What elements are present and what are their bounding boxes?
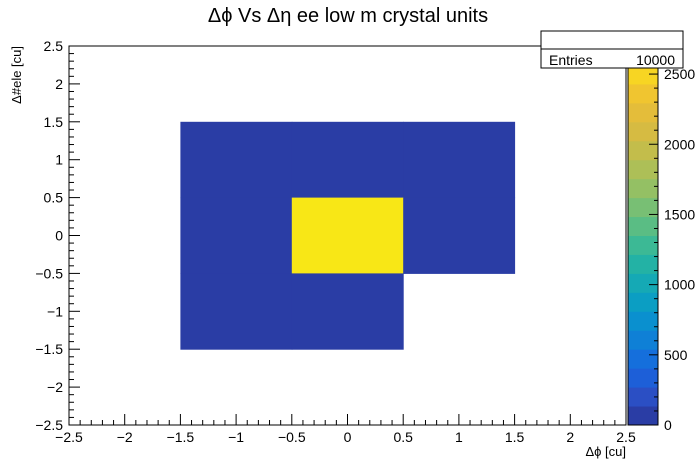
heatmap-cell-3 (180, 197, 293, 274)
color-scale-band (628, 140, 658, 161)
x-tick-label: 0 (344, 429, 352, 445)
x-tick-labels: −2.5 −2 −1.5 −1 −0.5 0 0.5 1 1.5 2 2.5 (55, 429, 636, 445)
y-axis-label: Δ#ele [cu] (9, 46, 24, 104)
color-scale-label: 1500 (664, 206, 695, 222)
y-tick-label: −2 (47, 379, 63, 395)
stats-box: Entries 10000 (540, 30, 684, 69)
color-scale-label: 500 (664, 347, 688, 363)
x-tick-label: 1.5 (505, 429, 525, 445)
y-tick-label: −1.5 (35, 341, 63, 357)
color-scale-label: 0 (664, 417, 672, 433)
y-tick-labels: −2.5 −2 −1.5 −1 −0.5 0 0.5 1 1.5 2 2.5 (35, 38, 63, 433)
x-axis-label: Δϕ [cu] (585, 444, 626, 459)
stats-entries-value: 10000 (636, 52, 675, 68)
heatmap-cell-0 (180, 121, 293, 199)
y-tick-label: 0 (55, 228, 63, 244)
y-tick-label: −2.5 (35, 417, 63, 433)
color-scale-band (628, 235, 658, 255)
heatmap-cell-1 (291, 121, 404, 199)
color-scale-band (628, 102, 658, 123)
color-scale-band (628, 254, 658, 274)
heatmap-cell-2 (403, 121, 516, 199)
y-tick-label: 1 (55, 152, 63, 168)
color-scale-label: 2000 (664, 136, 695, 152)
color-scale-band (628, 197, 658, 218)
x-tick-label: −1 (228, 429, 244, 445)
color-scale-band (628, 387, 658, 407)
heatmap-cell-5 (403, 197, 516, 274)
color-scale-label: 2500 (664, 66, 695, 82)
y-tick-label: 2.5 (44, 38, 64, 54)
color-scale-band (628, 349, 658, 369)
heatmap-cell-7 (291, 273, 404, 350)
color-scale-label: 1000 (664, 277, 695, 293)
y-tick-label: −0.5 (35, 265, 63, 281)
y-tick-label: 0.5 (44, 190, 64, 206)
color-scale-band (628, 178, 658, 199)
heatmap-cells (180, 121, 516, 350)
color-scale-band (628, 121, 658, 142)
x-tick-label: −1.5 (167, 429, 195, 445)
color-scale-band (628, 368, 658, 388)
color-scale-band (628, 83, 658, 104)
color-scale-band (628, 292, 658, 312)
color-scale-band (628, 311, 658, 331)
x-tick-label: −0.5 (278, 429, 306, 445)
color-scale-band (628, 406, 658, 426)
heatmap-cell-6 (180, 273, 293, 350)
x-tick-label: 0.5 (393, 429, 413, 445)
x-tick-label: −2.5 (55, 429, 83, 445)
x-tick-label: 2.5 (616, 429, 636, 445)
color-scale-band (628, 330, 658, 350)
x-tick-label: 1 (455, 429, 463, 445)
y-tick-label: 1.5 (44, 114, 64, 130)
color-scale-labels: 0 500 1000 1500 2000 2500 (664, 66, 695, 433)
chart-title: Δϕ Vs Δη ee low m crystal units (208, 5, 488, 27)
x-tick-label: −2 (117, 429, 133, 445)
y-tick-label: −1 (47, 303, 63, 319)
color-scale-band (628, 64, 658, 85)
axis-ticks (68, 45, 627, 426)
color-scale-band (628, 216, 658, 236)
color-scale-band (628, 273, 658, 293)
y-tick-label: 2 (55, 76, 63, 92)
color-scale-band (628, 159, 658, 180)
x-tick-label: 2 (566, 429, 574, 445)
heatmap-cell-4 (291, 197, 404, 274)
color-scale (627, 45, 659, 426)
stats-entries-label: Entries (549, 52, 593, 68)
